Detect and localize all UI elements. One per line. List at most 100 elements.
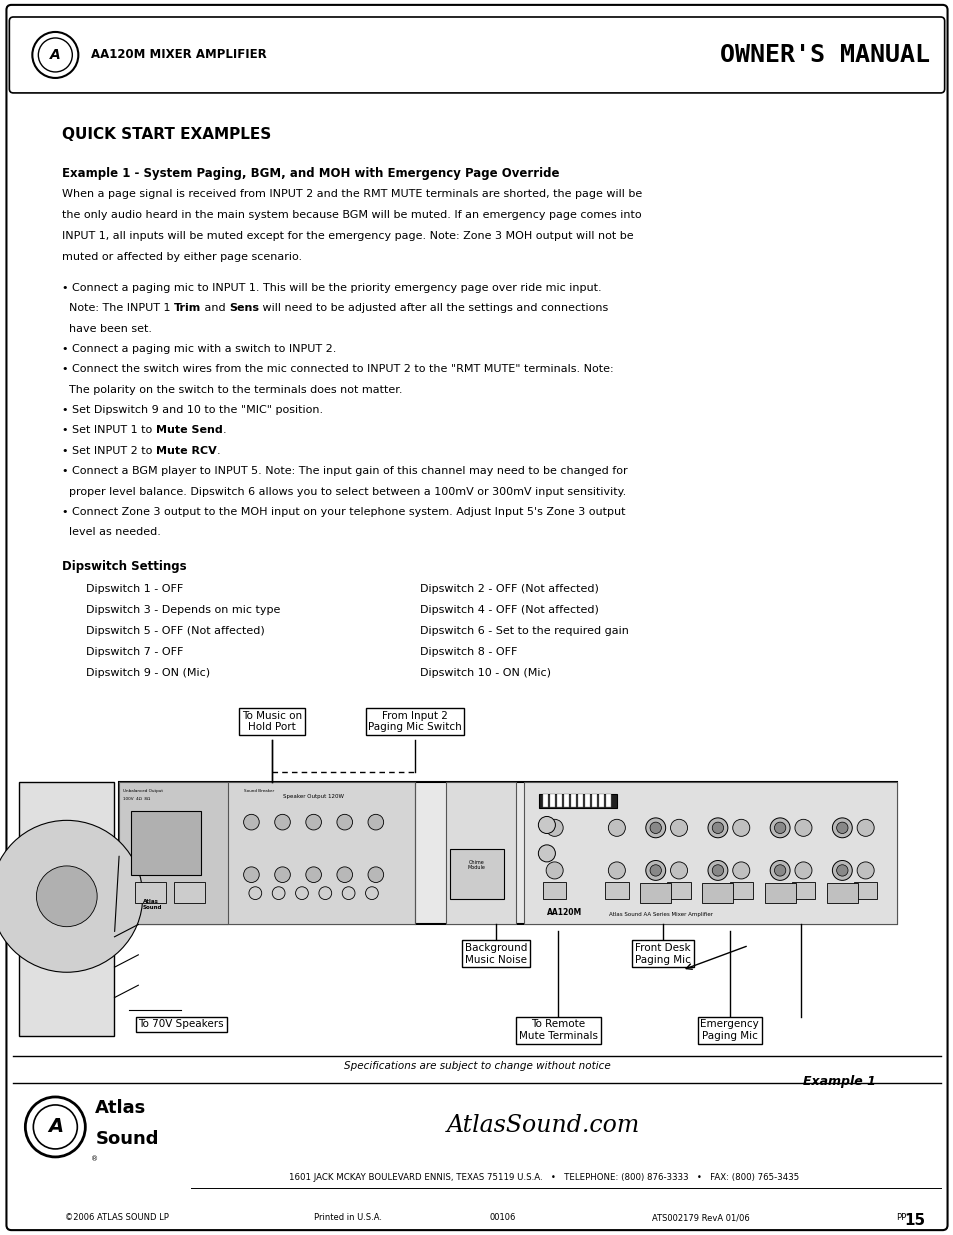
Bar [701, 883, 733, 903]
Circle shape [794, 862, 811, 879]
Text: .: . [216, 446, 220, 456]
Circle shape [832, 861, 851, 881]
Bar [639, 883, 671, 903]
Text: ©2006 ATLAS SOUND LP: ©2006 ATLAS SOUND LP [65, 1213, 169, 1223]
Circle shape [272, 887, 285, 899]
Circle shape [274, 814, 290, 830]
Text: Atlas Sound AA Series Mixer Amplifier: Atlas Sound AA Series Mixer Amplifier [608, 913, 712, 918]
Bar [598, 794, 604, 808]
Circle shape [38, 38, 72, 72]
Circle shape [365, 887, 378, 899]
Text: To Music on
Hold Port: To Music on Hold Port [241, 711, 302, 732]
Bar [550, 794, 555, 808]
Text: Dipswitch 5 - OFF (Not affected): Dipswitch 5 - OFF (Not affected) [86, 626, 264, 636]
Bar [538, 794, 617, 808]
Circle shape [368, 814, 383, 830]
Text: Emergency
Paging Mic: Emergency Paging Mic [700, 1020, 759, 1041]
Bar [578, 794, 583, 808]
Circle shape [645, 818, 665, 837]
Text: 1601 JACK MCKAY BOULEVARD ENNIS, TEXAS 75119 U.S.A.   •   TELEPHONE: (800) 876-3: 1601 JACK MCKAY BOULEVARD ENNIS, TEXAS 7… [289, 1173, 798, 1182]
Text: Dipswitch 4 - OFF (Not affected): Dipswitch 4 - OFF (Not affected) [419, 605, 598, 615]
Circle shape [707, 861, 727, 881]
Text: will need to be adjusted after all the settings and connections: will need to be adjusted after all the s… [259, 304, 608, 314]
Text: • Set INPUT 1 to: • Set INPUT 1 to [62, 426, 155, 436]
Circle shape [832, 818, 851, 837]
Circle shape [26, 1097, 85, 1157]
Text: Printed in U.S.A.: Printed in U.S.A. [314, 1213, 382, 1223]
Bar [729, 882, 752, 899]
Text: • Set Dipswitch 9 and 10 to the "MIC" position.: • Set Dipswitch 9 and 10 to the "MIC" po… [62, 405, 323, 415]
Text: 15: 15 [903, 1213, 924, 1228]
Text: Trim: Trim [173, 304, 201, 314]
Circle shape [295, 887, 308, 899]
Circle shape [645, 861, 665, 881]
Text: Atlas: Atlas [95, 1099, 147, 1118]
Bar [667, 882, 690, 899]
Text: Example 1 - System Paging, BGM, and MOH with Emergency Page Override: Example 1 - System Paging, BGM, and MOH … [62, 167, 558, 180]
Circle shape [249, 887, 261, 899]
Circle shape [836, 864, 847, 876]
Bar [449, 850, 503, 899]
Bar [592, 794, 597, 808]
Text: Dipswitch Settings: Dipswitch Settings [62, 561, 187, 573]
Text: Dipswitch 6 - Set to the required gain: Dipswitch 6 - Set to the required gain [419, 626, 628, 636]
Text: AA120M MIXER AMPLIFIER: AA120M MIXER AMPLIFIER [91, 48, 266, 62]
Circle shape [33, 1105, 77, 1149]
Text: and: and [201, 304, 229, 314]
Text: Specifications are subject to change without notice: Specifications are subject to change wit… [343, 1061, 610, 1071]
Circle shape [336, 867, 353, 883]
Bar [445, 783, 516, 925]
Text: INPUT 1, all inputs will be muted except for the emergency page. Note: Zone 3 MO: INPUT 1, all inputs will be muted except… [62, 231, 633, 241]
Circle shape [732, 862, 749, 879]
Text: Unbalanced Output: Unbalanced Output [123, 789, 163, 793]
Text: To 70V Speakers: To 70V Speakers [138, 1020, 224, 1030]
Text: .: . [222, 426, 226, 436]
Text: OWNER'S MANUAL: OWNER'S MANUAL [720, 43, 929, 67]
FancyBboxPatch shape [7, 5, 946, 1230]
Text: • Connect Zone 3 output to the MOH input on your telephone system. Adjust Input : • Connect Zone 3 output to the MOH input… [62, 508, 625, 517]
Circle shape [342, 887, 355, 899]
Text: A: A [48, 1118, 63, 1136]
Text: • Connect a paging mic to INPUT 1. This will be the priority emergency page over: • Connect a paging mic to INPUT 1. This … [62, 283, 601, 293]
Text: Chime
Module: Chime Module [468, 860, 485, 871]
Circle shape [769, 861, 789, 881]
Text: Dipswitch 10 - ON (Mic): Dipswitch 10 - ON (Mic) [419, 668, 550, 678]
Circle shape [649, 864, 660, 876]
Text: level as needed.: level as needed. [62, 527, 161, 537]
Circle shape [670, 819, 687, 836]
Bar [173, 882, 205, 903]
Bar [542, 794, 548, 808]
Circle shape [774, 823, 785, 834]
Text: Sound Breaker: Sound Breaker [243, 789, 274, 793]
Bar [542, 882, 566, 899]
Bar [119, 783, 228, 925]
Bar [134, 882, 166, 903]
Text: Front Desk
Paging Mic: Front Desk Paging Mic [635, 944, 690, 965]
Text: When a page signal is received from INPUT 2 and the RMT MUTE terminals are short: When a page signal is received from INPU… [62, 189, 641, 199]
Text: Atlas
Sound: Atlas Sound [142, 899, 162, 910]
Text: Mute Send: Mute Send [155, 426, 222, 436]
Text: 100V  4Ω  8Ω: 100V 4Ω 8Ω [123, 797, 151, 800]
Circle shape [243, 867, 259, 883]
Bar [119, 783, 415, 925]
Bar [826, 883, 857, 903]
Circle shape [0, 820, 143, 972]
Circle shape [318, 887, 332, 899]
Text: Speaker Output 120W: Speaker Output 120W [283, 794, 344, 799]
Text: The polarity on the switch to the terminals does not matter.: The polarity on the switch to the termin… [62, 385, 402, 395]
Text: Dipswitch 2 - OFF (Not affected): Dipswitch 2 - OFF (Not affected) [419, 584, 598, 594]
Text: muted or affected by either page scenario.: muted or affected by either page scenari… [62, 252, 302, 262]
Text: • Connect a BGM player to INPUT 5. Note: The input gain of this channel may need: • Connect a BGM player to INPUT 5. Note:… [62, 467, 627, 477]
Text: Dipswitch 1 - OFF: Dipswitch 1 - OFF [86, 584, 183, 594]
Text: Example 1: Example 1 [802, 1076, 875, 1088]
Circle shape [732, 819, 749, 836]
Text: proper level balance. Dipswitch 6 allows you to select between a 100mV or 300mV : proper level balance. Dipswitch 6 allows… [62, 487, 625, 496]
Text: PP: PP [896, 1213, 905, 1223]
Text: Note: The INPUT 1: Note: The INPUT 1 [62, 304, 173, 314]
Bar [791, 882, 814, 899]
Text: Dipswitch 3 - Depends on mic type: Dipswitch 3 - Depends on mic type [86, 605, 280, 615]
Circle shape [712, 823, 723, 834]
Circle shape [368, 867, 383, 883]
Circle shape [243, 814, 259, 830]
Circle shape [336, 814, 353, 830]
